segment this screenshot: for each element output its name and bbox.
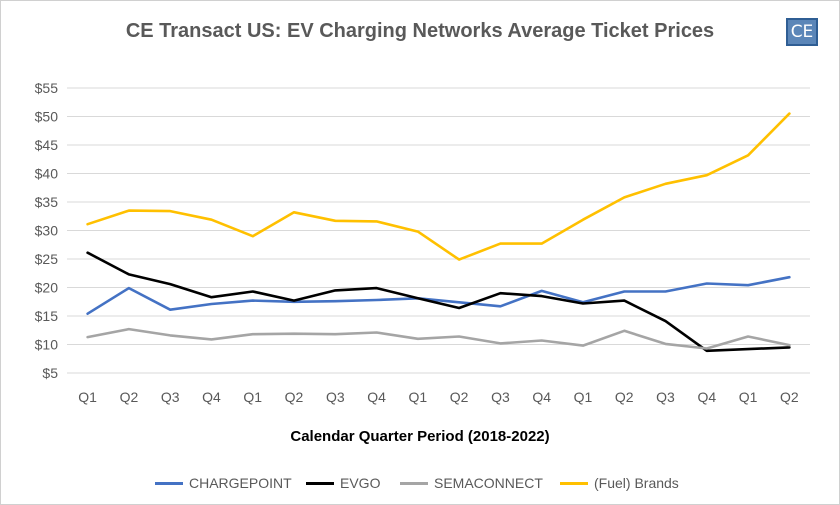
legend-item: SEMACONNECT [400, 473, 543, 493]
x-tick-label: Q3 [656, 389, 675, 405]
series-line-evgo [86, 251, 791, 353]
y-tick-label: $55 [35, 80, 59, 96]
x-tick-label: Q4 [367, 389, 386, 405]
x-tick-label: Q3 [491, 389, 510, 405]
x-tick-label: Q4 [697, 389, 716, 405]
legend-swatch [400, 481, 428, 485]
y-tick-label: $45 [35, 137, 59, 153]
legend-swatch [155, 481, 183, 485]
legend-item: (Fuel) Brands [560, 473, 679, 493]
x-tick-label: Q2 [120, 389, 139, 405]
series-line-semaconnect [86, 327, 791, 350]
y-tick-label: $25 [35, 251, 59, 267]
y-tick-label: $35 [35, 194, 59, 210]
y-tick-label: $20 [35, 280, 59, 296]
x-tick-label: Q1 [409, 389, 428, 405]
x-tick-label: Q2 [285, 389, 304, 405]
legend-label: CHARGEPOINT [189, 475, 292, 491]
x-tick-label: Q1 [574, 389, 593, 405]
legend-label: SEMACONNECT [434, 475, 543, 491]
series-line-chargepoint [86, 275, 791, 316]
x-tick-label: Q1 [243, 389, 262, 405]
series-line-fuel-brands [86, 112, 791, 261]
chart-title: CE Transact US: EV Charging Networks Ave… [125, 20, 715, 42]
x-tick-label: Q2 [615, 389, 634, 405]
legend-item: CHARGEPOINT [155, 473, 292, 493]
x-tick-label: Q1 [78, 389, 97, 405]
x-tick-label: Q3 [161, 389, 180, 405]
x-tick-label: Q2 [450, 389, 469, 405]
legend-swatch [560, 481, 588, 485]
y-tick-label: $5 [42, 365, 58, 381]
y-tick-label: $10 [35, 337, 59, 353]
x-axis-label: Calendar Quarter Period (2018-2022) [290, 428, 550, 445]
y-tick-label: $50 [35, 109, 59, 125]
legend-label: (Fuel) Brands [594, 475, 679, 491]
legend: CHARGEPOINT EVGO SEMACONNECT (Fuel) Brands [0, 473, 840, 493]
x-tick-label: Q4 [532, 389, 551, 405]
x-tick-label: Q3 [326, 389, 345, 405]
x-tick-label: Q1 [739, 389, 758, 405]
y-tick-label: $30 [35, 223, 59, 239]
x-tick-label: Q4 [202, 389, 221, 405]
legend-label: EVGO [340, 475, 381, 491]
ce-logo: CE [786, 18, 818, 46]
y-tick-label: $40 [35, 166, 59, 182]
y-tick-label: $15 [35, 308, 59, 324]
legend-item: EVGO [306, 473, 380, 493]
legend-swatch [306, 481, 334, 485]
x-tick-label: Q2 [780, 389, 799, 405]
